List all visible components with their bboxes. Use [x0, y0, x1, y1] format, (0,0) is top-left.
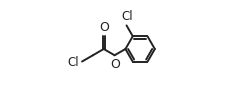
Text: Cl: Cl: [68, 56, 79, 69]
Text: Cl: Cl: [121, 10, 132, 23]
Text: O: O: [110, 58, 119, 71]
Text: O: O: [98, 21, 108, 34]
